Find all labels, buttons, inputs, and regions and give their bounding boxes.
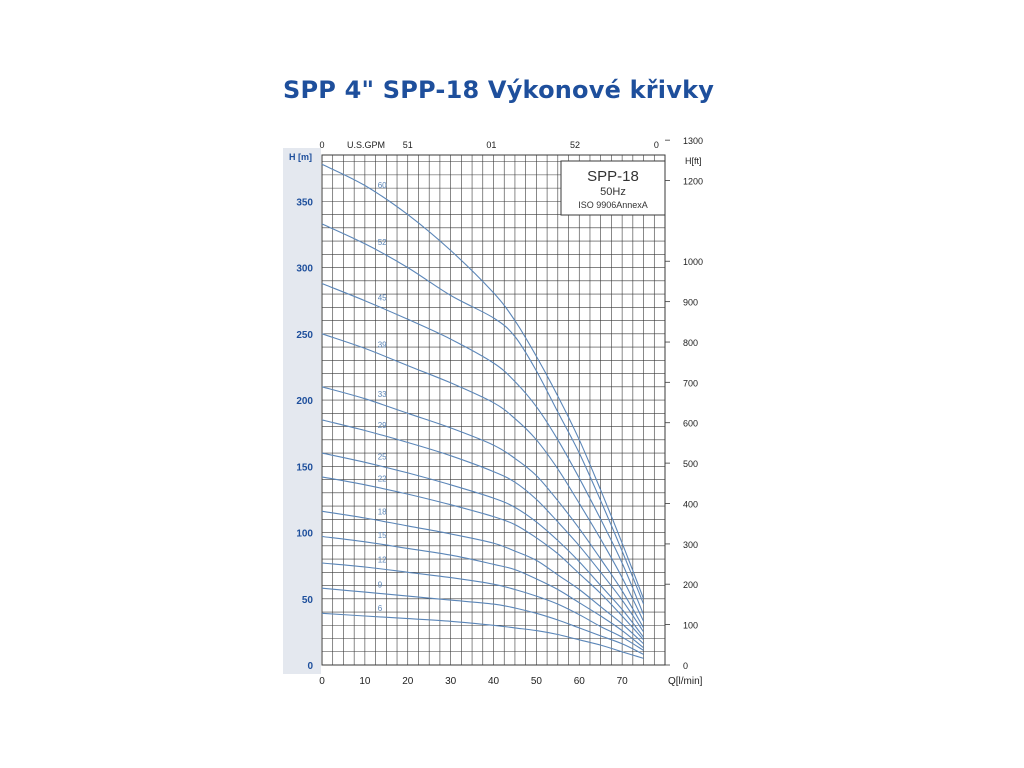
y-right-tick-label: 800 bbox=[683, 338, 698, 348]
legend-frequency: 50Hz bbox=[600, 186, 626, 198]
y-left-tick-label: 100 bbox=[296, 529, 313, 540]
curve-22 bbox=[321, 476, 645, 641]
y-right-tick-label: 200 bbox=[683, 580, 698, 590]
curve-18 bbox=[321, 510, 644, 645]
y-right-tick-label: 400 bbox=[683, 500, 698, 510]
y-right-tick-label: 500 bbox=[683, 459, 698, 469]
plot-frame bbox=[321, 154, 666, 666]
y-right-tick-label: 1300 bbox=[683, 136, 703, 146]
y-right-tick-label: 0 bbox=[683, 661, 688, 671]
curve-label-6: 6 bbox=[378, 604, 383, 613]
curve-39 bbox=[321, 333, 645, 622]
y-left-tick-label: 150 bbox=[296, 462, 313, 473]
y-right-tick-label: 600 bbox=[683, 419, 698, 429]
y-left-tick-label: 300 bbox=[296, 264, 313, 275]
x-tick-label: 60 bbox=[574, 676, 586, 687]
y-right-tick-label: 700 bbox=[683, 378, 698, 388]
curve-label-9: 9 bbox=[378, 580, 383, 589]
curve-60 bbox=[321, 163, 645, 599]
curve-6 bbox=[321, 612, 644, 659]
x-tick-label: 10 bbox=[359, 676, 371, 687]
x-tick-label: 20 bbox=[402, 676, 414, 687]
curve-45 bbox=[321, 282, 645, 615]
curve-layer: 60 52 45 39 33 29 25 22 18 15 12 9 6 bbox=[321, 163, 645, 659]
y-left-tick-label: 200 bbox=[296, 396, 313, 407]
curve-label-18: 18 bbox=[378, 507, 387, 516]
y-left-tick-label: 350 bbox=[296, 197, 313, 208]
y-right-tick-label: 900 bbox=[683, 298, 698, 308]
top-axis-label: U.S.GPM bbox=[347, 140, 385, 150]
top-tick-label: 0 bbox=[654, 140, 659, 150]
legend-box: SPP-18 50Hz ISO 9906AnnexA bbox=[560, 160, 666, 216]
y-right-tick-label: 1000 bbox=[683, 257, 703, 267]
x-tick-label: 40 bbox=[488, 676, 500, 687]
curve-label-39: 39 bbox=[378, 341, 387, 350]
curve-29 bbox=[321, 419, 645, 633]
top-tick-label: 01 bbox=[486, 140, 496, 150]
curve-label-45: 45 bbox=[378, 293, 387, 302]
y-right-axis-label: H[ft] bbox=[685, 156, 702, 166]
curve-label-60: 60 bbox=[378, 181, 387, 190]
legend-box-frame bbox=[560, 160, 666, 216]
y-right-tick-label: 100 bbox=[683, 621, 698, 631]
curve-label-15: 15 bbox=[378, 531, 387, 540]
y-right-tick-label: 300 bbox=[683, 540, 698, 550]
left-axis-band bbox=[283, 148, 321, 674]
curve-9 bbox=[321, 587, 644, 655]
x-tick-label: 70 bbox=[617, 676, 629, 687]
chart-grid bbox=[321, 154, 666, 666]
curve-label-29: 29 bbox=[378, 421, 387, 430]
curve-label-52: 52 bbox=[378, 238, 387, 247]
curve-15 bbox=[321, 535, 644, 649]
x-tick-label: 50 bbox=[531, 676, 543, 687]
y-left-tick-label: 250 bbox=[296, 330, 313, 341]
top-tick-label: 0 bbox=[319, 140, 324, 150]
curve-label-12: 12 bbox=[378, 556, 387, 565]
legend-model: SPP-18 bbox=[587, 168, 639, 185]
y-left-tick-label: 0 bbox=[307, 661, 313, 672]
y-left-tick-label: 50 bbox=[302, 595, 314, 606]
curve-52 bbox=[321, 223, 645, 605]
legend-standard: ISO 9906AnnexA bbox=[578, 200, 648, 210]
y-right-tick-label: 1200 bbox=[683, 176, 703, 186]
axis-layer: 0 10 20 30 40 50 60 70 Q[l/min]0 51 01 52 0U.S.GPM05… bbox=[289, 136, 703, 687]
x-tick-label: 0 bbox=[319, 676, 325, 687]
top-tick-label: 52 bbox=[570, 140, 580, 150]
top-tick-label: 51 bbox=[403, 140, 413, 150]
page-title: SPP 4" SPP-18 Výkonové křivky bbox=[283, 76, 715, 104]
x-tick-label: 30 bbox=[445, 676, 457, 687]
curve-label-33: 33 bbox=[378, 390, 387, 399]
curve-label-25: 25 bbox=[378, 453, 387, 462]
x-axis-label: Q[l/min] bbox=[668, 676, 703, 687]
curve-12 bbox=[321, 562, 644, 651]
y-left-axis-label: H [m] bbox=[289, 152, 312, 162]
curve-33 bbox=[321, 386, 645, 629]
curve-label-22: 22 bbox=[378, 475, 387, 484]
curve-25 bbox=[321, 452, 645, 638]
